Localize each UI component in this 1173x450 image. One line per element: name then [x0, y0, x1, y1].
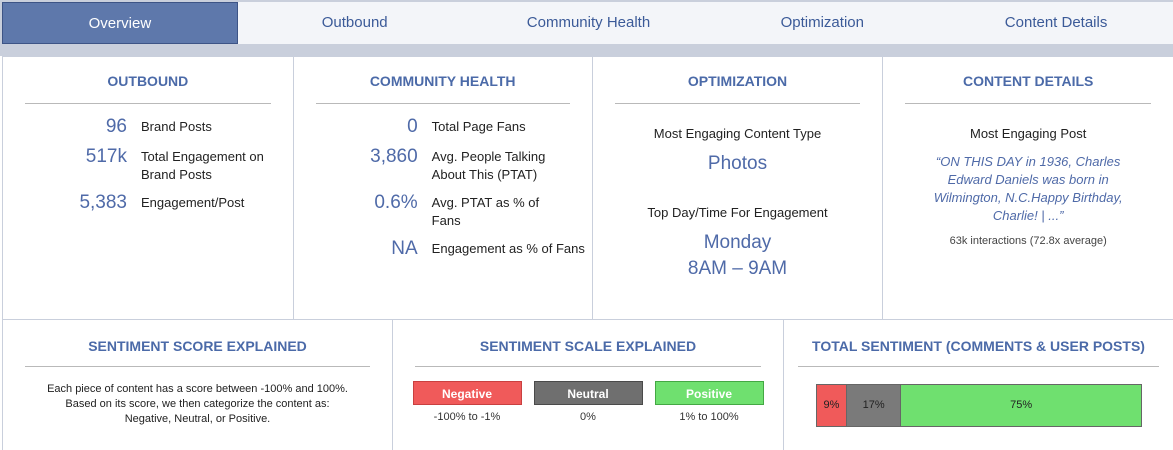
scale-neutral: Neutral 0% — [533, 381, 643, 423]
tab-outbound[interactable]: Outbound — [321, 14, 388, 31]
sentiment-scale: Negative -100% to -1% Neutral 0% Positiv… — [393, 381, 783, 423]
stat-label: Avg. PTAT as % of Fans — [431, 195, 540, 228]
stat-label: Engagement as % of Fans — [431, 241, 585, 256]
tab-optimization[interactable]: Optimization — [780, 14, 864, 31]
scale-positive-range: 1% to 100% — [679, 411, 739, 423]
stat-total-engagement: 517k Total Engagement on Brand Posts — [3, 146, 293, 184]
sentiment-scale-panel: SENTIMENT SCALE EXPLAINED Negative -100%… — [392, 320, 783, 450]
content-type-value: Photos — [707, 153, 768, 174]
sentiment-segment-negative: 9% — [817, 385, 846, 426]
explanation-line: Each piece of content has a score betwee… — [47, 383, 348, 395]
stat-label: Total Page Fans — [431, 119, 526, 134]
sentiment-scale-title: SENTIMENT SCALE EXPLAINED — [415, 338, 761, 367]
summary-row: OUTBOUND 96 Brand Posts 517k Total Engag… — [2, 56, 1173, 320]
stat-total-page-fans: 0 Total Page Fans — [294, 116, 592, 138]
sentiment-segment-positive: 75% — [900, 385, 1141, 426]
tab-strip: Overview Outbound Community Health Optim… — [2, 2, 1173, 44]
stat-engagement-percent-fans: NA Engagement as % of Fans — [294, 238, 592, 260]
scale-negative-range: -100% to -1% — [433, 411, 501, 423]
sentiment-score-explanation: Each piece of content has a score betwee… — [3, 382, 392, 427]
stat-label: Brand Posts — [141, 119, 212, 134]
stat-value: NA — [391, 238, 418, 259]
content-details-title: CONTENT DETAILS — [905, 73, 1152, 104]
content-details-panel: CONTENT DETAILS Most Engaging Post “ON T… — [882, 57, 1173, 319]
daytime-label: Top Day/Time For Engagement — [647, 205, 828, 220]
sentiment-segment-neutral: 17% — [845, 385, 901, 426]
stat-value: 3,860 — [370, 146, 418, 167]
most-engaging-post-quote[interactable]: “ON THIS DAY in 1936, Charles Edward Dan… — [933, 154, 1123, 223]
stat-label: Total Engagement on Brand Posts — [141, 149, 264, 182]
stat-engagement-per-post: 5,383 Engagement/Post — [3, 192, 293, 214]
tab-overview[interactable]: Overview — [2, 2, 238, 44]
scale-neutral-box: Neutral — [533, 381, 643, 405]
stat-label: Avg. People Talking About This (PTAT) — [431, 149, 546, 182]
stat-value: 0 — [407, 116, 418, 137]
tab-community-health[interactable]: Community Health — [526, 14, 651, 31]
sentiment-row: SENTIMENT SCORE EXPLAINED Each piece of … — [2, 320, 1173, 450]
time-value: 8AM – 9AM — [687, 258, 788, 279]
explanation-line: Based on its score, we then categorize t… — [65, 398, 330, 410]
stat-label: Engagement/Post — [141, 195, 245, 210]
sentiment-score-title: SENTIMENT SCORE EXPLAINED — [25, 338, 370, 367]
optimization-title: OPTIMIZATION — [614, 73, 861, 104]
total-sentiment-bar: 9% 17% 75% — [816, 384, 1142, 427]
content-type-label: Most Engaging Content Type — [653, 126, 822, 141]
day-value: Monday — [703, 232, 772, 253]
stat-value: 517k — [85, 146, 127, 167]
scale-negative: Negative -100% to -1% — [412, 381, 522, 423]
stat-value: 5,383 — [79, 192, 127, 213]
scale-neutral-range: 0% — [580, 411, 596, 423]
total-sentiment-title: TOTAL SENTIMENT (COMMENTS & USER POSTS) — [798, 338, 1159, 367]
stat-avg-ptat: 3,860 Avg. People Talking About This (PT… — [294, 146, 592, 184]
stat-value: 0.6% — [374, 192, 418, 213]
stat-value: 96 — [105, 116, 127, 137]
sentiment-score-panel: SENTIMENT SCORE EXPLAINED Each piece of … — [2, 320, 392, 450]
explanation-line: Negative, Neutral, or Positive. — [124, 413, 271, 425]
total-sentiment-panel: TOTAL SENTIMENT (COMMENTS & USER POSTS) … — [783, 320, 1173, 450]
outbound-stats: 96 Brand Posts 517k Total Engagement on … — [3, 116, 293, 214]
most-engaging-post-label: Most Engaging Post — [970, 126, 1087, 141]
community-stats: 0 Total Page Fans 3,860 Avg. People Talk… — [294, 116, 592, 260]
scale-negative-box: Negative — [412, 381, 522, 405]
stat-ptat-percent-fans: 0.6% Avg. PTAT as % of Fans — [294, 192, 592, 230]
outbound-panel: OUTBOUND 96 Brand Posts 517k Total Engag… — [2, 57, 293, 319]
stat-brand-posts: 96 Brand Posts — [3, 116, 293, 138]
post-interactions: 63k interactions (72.8x average) — [949, 235, 1107, 247]
community-health-title: COMMUNITY HEALTH — [315, 73, 570, 104]
tab-content-details[interactable]: Content Details — [1004, 14, 1108, 31]
scale-positive-box: Positive — [654, 381, 764, 405]
tab-bar: Overview Outbound Community Health Optim… — [0, 0, 1173, 56]
optimization-panel: OPTIMIZATION Most Engaging Content Type … — [591, 57, 883, 319]
community-health-panel: COMMUNITY HEALTH 0 Total Page Fans 3,860… — [292, 57, 592, 319]
outbound-title: OUTBOUND — [25, 73, 271, 104]
scale-positive: Positive 1% to 100% — [654, 381, 764, 423]
